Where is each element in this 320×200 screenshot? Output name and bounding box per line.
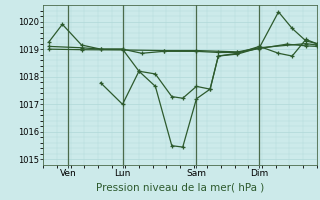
X-axis label: Pression niveau de la mer( hPa ): Pression niveau de la mer( hPa ) <box>96 182 264 192</box>
